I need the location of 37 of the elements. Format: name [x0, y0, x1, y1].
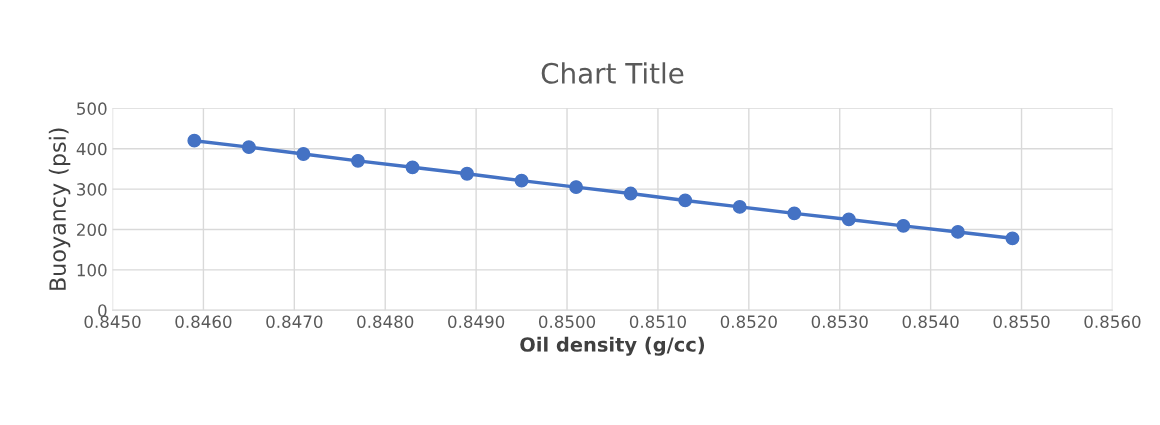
y-tick-label: 200: [77, 223, 107, 237]
y-tick-label: 500: [77, 102, 107, 115]
point: [405, 160, 420, 175]
point: [950, 224, 965, 239]
x-tick-label: 0.8540: [902, 315, 959, 329]
point: [514, 173, 529, 188]
point: [187, 133, 202, 148]
point: [569, 180, 584, 195]
x-tick-label: 0.8480: [357, 315, 414, 329]
y-tick-label: 0: [98, 304, 107, 317]
y-tick-label: 400: [76, 142, 107, 156]
x-tick-label: 0.8510: [629, 315, 686, 329]
x-tick-label: 0.8500: [538, 315, 596, 329]
x-tick-label: 0.8550: [993, 315, 1050, 329]
y-tick-label: 100: [77, 263, 107, 277]
y-tick-label: 300: [77, 183, 107, 196]
point: [896, 218, 911, 233]
point: [841, 212, 856, 227]
x-tick-label: 0.8520: [720, 315, 777, 329]
point: [241, 140, 256, 155]
point: [1005, 231, 1020, 246]
x-tick-label: 0.8490: [448, 315, 505, 329]
point: [623, 186, 638, 201]
x-tick-label: 0.8470: [266, 315, 323, 329]
point: [732, 199, 747, 214]
x-axis-title: Oil density (g/cc): [520, 336, 705, 356]
chart-title: Chart Title: [541, 62, 684, 84]
x-tick-label: 0.8560: [1084, 315, 1141, 329]
x-tick-label: 0.8530: [811, 315, 868, 329]
y-axis-title: Buoyancy (psi): [48, 128, 71, 290]
point: [351, 153, 365, 168]
point: [296, 147, 311, 161]
point: [460, 166, 474, 181]
point: [678, 193, 693, 208]
point: [787, 206, 802, 221]
x-tick-label: 0.8450: [84, 315, 141, 329]
x-tick-label: 0.8460: [175, 315, 232, 329]
